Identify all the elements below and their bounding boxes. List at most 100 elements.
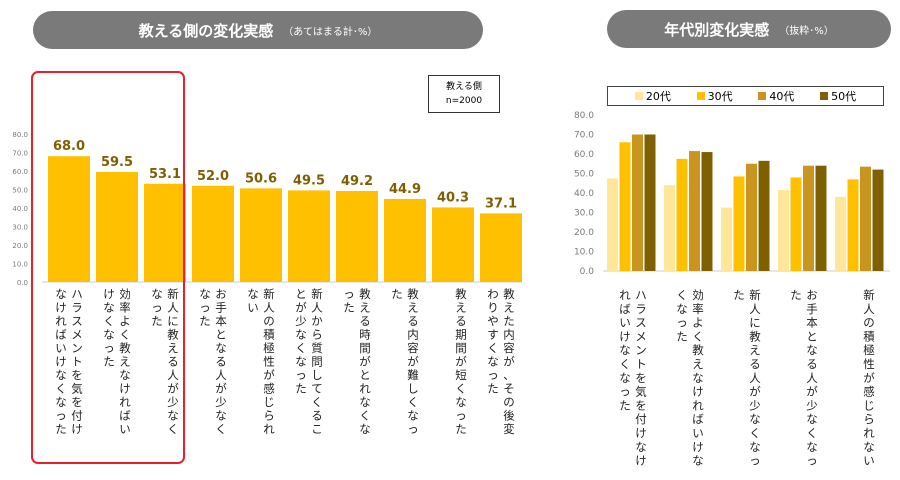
y-tick-label: 70.0 [574, 131, 594, 141]
category-label-0-col-1: なければいけなくなった [55, 287, 67, 436]
category-label-4-col-1: ない [247, 287, 259, 315]
category-label-3-col-0: お手本となる人が少なく [215, 287, 227, 436]
y-tick-label: 20.0 [574, 228, 594, 238]
bar-40代 [860, 166, 871, 271]
y-tick-label: 40.0 [574, 189, 594, 199]
bar-20代 [607, 178, 618, 271]
category-label-7-col-1: た [391, 287, 403, 301]
left-chart-title: 教える側の変化実感 [138, 21, 274, 40]
legend-label-40s: 40代 [769, 90, 795, 103]
bar-20代 [721, 207, 732, 271]
y-tick-label: 10.0 [574, 248, 594, 258]
bar [384, 198, 426, 282]
bar [336, 190, 378, 282]
data-label: 59.5 [101, 155, 133, 170]
sample-size-box: 教える側 n=2000 [428, 75, 500, 113]
bar [240, 188, 282, 282]
category-label-5-col-1: とが少なくなった [295, 287, 307, 396]
bar [192, 185, 234, 282]
legend-label-20s: 20代 [645, 90, 671, 103]
bar-30代 [733, 176, 745, 271]
data-label: 44.9 [389, 182, 421, 197]
y-tick-label: 0.0 [580, 267, 595, 277]
category-label-6-col-0: 教える時間がとれなくな [359, 287, 371, 436]
legend-swatch-20s [634, 92, 643, 100]
sample-size-value: n=2000 [445, 96, 483, 106]
y-tick-label: 20.0 [12, 242, 28, 250]
category-label-0-col-1: ればいけなくなった [619, 288, 631, 412]
bar-40代 [689, 151, 700, 271]
y-tick-label: 50.0 [574, 170, 594, 180]
y-tick-label: 10.0 [12, 261, 28, 269]
data-label: 52.0 [197, 169, 229, 184]
y-tick-label: 70.0 [12, 150, 28, 158]
y-tick-label: 80.0 [12, 131, 28, 139]
category-label-9-col-1: わりやすくなった [487, 287, 499, 396]
legend-label-50s: 50代 [831, 90, 857, 103]
y-tick-label: 60.0 [574, 150, 594, 160]
category-label-1-col-0: 効率よく教えなければい [119, 287, 131, 436]
bar [144, 183, 186, 282]
data-label: 40.3 [437, 190, 469, 205]
category-label-3-col-1: た [790, 288, 802, 302]
highlight-frame [31, 71, 185, 464]
legend-item-40s: 40代 [758, 88, 794, 104]
y-tick-label: 50.0 [12, 187, 28, 195]
data-label: 49.5 [293, 173, 325, 188]
category-label-8-col-0: 教える期間が短くなった [455, 287, 467, 436]
bar-40代 [746, 163, 757, 271]
category-label-5-col-0: 新人から質問してくるこ [311, 287, 323, 436]
category-label-9-col-0: 教えた内容が、その後変 [503, 287, 515, 436]
category-label-0-col-0: ハラスメントを気を付けなけ [635, 288, 647, 468]
bar-50代 [758, 160, 770, 271]
data-label: 50.6 [245, 171, 277, 186]
legend-swatch-50s [820, 92, 829, 100]
category-label-2-col-1: なった [151, 287, 163, 328]
category-label-4-col-0: 新人の積極性が感じられない [863, 288, 875, 468]
category-label-3-col-0: お手本となる人が少なくなっ [806, 288, 818, 468]
category-label-3-col-1: なった [199, 287, 211, 328]
data-label: 49.2 [341, 174, 373, 189]
y-tick-label: 80.0 [574, 111, 594, 121]
y-tick-label: 30.0 [12, 224, 28, 232]
data-label: 53.1 [149, 167, 181, 182]
bar-50代 [644, 134, 656, 271]
legend-swatch-30s [696, 92, 705, 100]
y-tick-label: 30.0 [574, 209, 594, 219]
legend-item-30s: 30代 [696, 88, 733, 104]
left-chart-title-banner: 教える側の変化実感 （あてはまる計･%） [33, 11, 483, 49]
category-label-2-col-0: 新人に教える人が少なくなっ [749, 288, 761, 468]
bar-20代 [835, 196, 846, 271]
data-label: 68.0 [53, 139, 85, 154]
legend-item-50s: 50代 [820, 88, 856, 104]
left-bar-chart: 0.0 10.0 20.0 30.0 40.0 50.0 60.0 70.0 80.0 68.0 ハ… [12, 131, 522, 436]
data-label: 37.1 [485, 196, 517, 211]
category-label-7-col-0: 教える内容が難しくなっ [407, 287, 419, 436]
legend-label-30s: 30代 [707, 90, 733, 103]
bar [288, 190, 330, 282]
category-label-6-col-1: った [343, 287, 355, 315]
bar-20代 [664, 185, 675, 271]
category-label-1-col-1: くなった [676, 288, 688, 343]
category-label-4-col-0: 新人の積極性が感じられ [263, 287, 275, 436]
bar-50代 [872, 169, 884, 271]
y-tick-label: 60.0 [12, 168, 28, 176]
category-label-1-col-1: けなくなった [103, 287, 115, 369]
bar [96, 171, 138, 282]
y-tick-label: 40.0 [12, 205, 28, 213]
bar-50代 [815, 165, 827, 271]
legend-item-20s: 20代 [634, 88, 671, 104]
legend-swatch-40s [758, 92, 767, 100]
bar-30代 [619, 142, 631, 271]
right-chart-title-banner: 年代別変化実感 （抜粋･%） [607, 10, 891, 48]
category-label-0-col-0: ハラスメントを気を付け [71, 287, 83, 436]
bar-20代 [778, 190, 789, 271]
y-tick-label: 0.0 [17, 279, 28, 287]
bar-30代 [676, 158, 688, 271]
bar-30代 [790, 177, 802, 271]
bar [480, 213, 522, 282]
sample-size-label: 教える側 [446, 82, 482, 92]
bar-40代 [632, 134, 643, 271]
bar [432, 207, 474, 282]
bar [48, 156, 90, 282]
